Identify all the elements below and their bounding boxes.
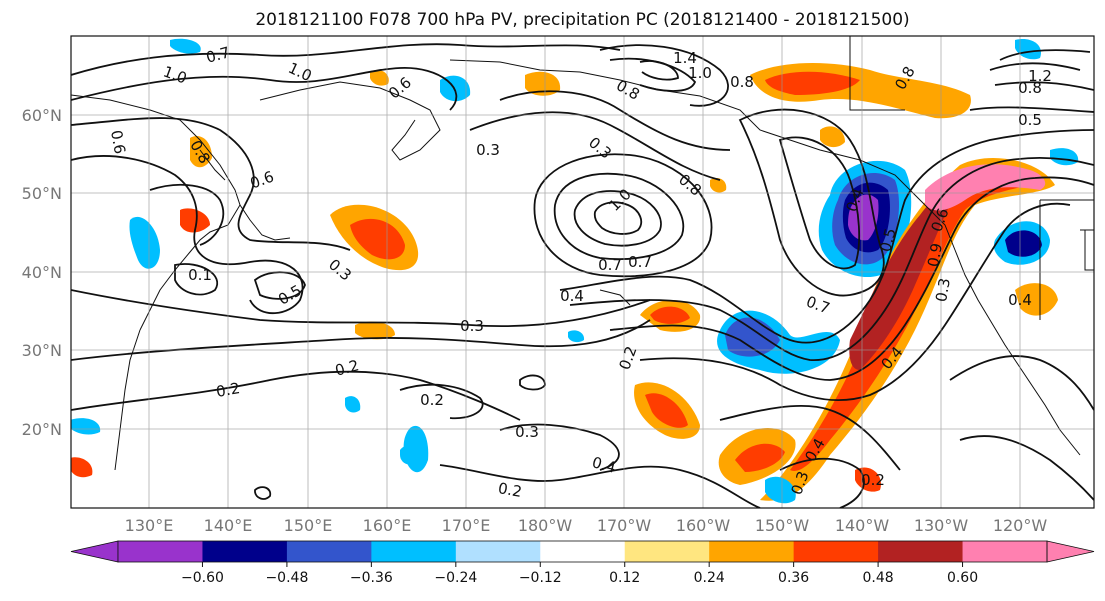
lat-label: 30°N	[22, 341, 62, 360]
contour-label: 0.5	[1018, 111, 1042, 129]
colorbar-tick-label: −0.24	[434, 570, 477, 586]
colorbar: −0.60 −0.48 −0.36 −0.24 −0.12 0.12 0.24 0.36 0.4…	[70, 540, 1095, 586]
colorbar-bin	[455, 541, 541, 562]
colorbar-extend-max	[1046, 540, 1095, 563]
lon-label: 170°E	[442, 516, 491, 535]
contour-label: 0.7	[204, 43, 232, 67]
lon-label: 160°W	[676, 516, 731, 535]
lon-label: 120°W	[993, 516, 1048, 535]
colorbar-bin	[286, 541, 372, 562]
colorbar-tick-label: 0.24	[694, 570, 725, 586]
contour-label: 0.6	[107, 129, 129, 156]
lon-label: 180°W	[518, 516, 573, 535]
contour-label: 0.5	[876, 226, 900, 254]
colorbar-extend-min	[70, 540, 119, 563]
colorbar-bin	[540, 541, 626, 562]
colorbar-tick-label: 0.60	[947, 570, 978, 586]
contour-label: 0.3	[515, 423, 539, 441]
contour-label: 0.9	[924, 242, 946, 269]
colorbar-tick-label: −0.36	[350, 570, 393, 586]
contour-label: 0.2	[333, 356, 361, 380]
contour-label: 0.3	[325, 255, 355, 284]
contour-labels: 0.71.0 1.00.60.60.6 0.80.10.50.30.3 0.31.41…	[107, 43, 1052, 501]
colorbar-bin	[202, 541, 288, 562]
latitude-labels: 60°N 50°N 40°N 30°N 20°N	[22, 106, 62, 439]
contour-label: 1.0	[605, 185, 635, 215]
lat-label: 60°N	[22, 106, 62, 125]
contour-label: 0.2	[420, 391, 444, 409]
contour-label: 0.4	[590, 453, 618, 477]
contour-label: 0.7	[598, 256, 622, 274]
contour-label: 0.2	[215, 379, 242, 401]
colorbar-tick-label: −0.12	[519, 570, 562, 586]
contour-label: 1.0	[688, 64, 712, 82]
colorbar-tick-label: −0.60	[181, 570, 224, 586]
contour-label: 0.3	[932, 277, 954, 304]
contour-label: 1.2	[1028, 67, 1052, 85]
colorbar-bin	[878, 541, 964, 562]
colorbar-tick-label: 0.12	[609, 570, 640, 586]
map-title: 2018121100 F078 700 hPa PV, precipitatio…	[255, 10, 910, 30]
coastlines	[71, 36, 1094, 471]
colorbar-tick-label: 0.36	[778, 570, 809, 586]
colorbar-bin	[962, 541, 1048, 562]
contour-label: 0.8	[730, 73, 754, 91]
colorbar-bin	[118, 541, 203, 562]
contour-label: 0.2	[497, 479, 524, 501]
colorbar-bin	[624, 541, 710, 562]
contour-label: 1.4	[673, 49, 697, 67]
map-frame	[70, 35, 1095, 509]
lon-label: 150°E	[284, 516, 333, 535]
lon-label: 170°W	[597, 516, 652, 535]
contour-label: 0.1	[188, 266, 212, 284]
contour-label: 0.4	[560, 287, 584, 305]
lat-label: 20°N	[22, 420, 62, 439]
contour-label: 0.3	[476, 141, 500, 159]
lon-label: 150°W	[755, 516, 810, 535]
lon-label: 140°E	[204, 516, 253, 535]
contour-label: 0.3	[585, 133, 615, 162]
colorbar-tick-label: 0.48	[863, 570, 894, 586]
contour-label: 0.8	[1018, 79, 1042, 97]
contour-label: 0.4	[1008, 291, 1032, 309]
colorbar-bin	[371, 541, 457, 562]
lon-label: 160°E	[363, 516, 412, 535]
lat-label: 40°N	[22, 263, 62, 282]
colorbar-bin	[709, 541, 795, 562]
longitude-labels: 130°E 140°E 150°E 160°E 170°E 180°W 170°…	[125, 516, 1048, 535]
contour-label: 0.2	[861, 471, 885, 489]
contour-label: 0.7	[628, 253, 652, 271]
colorbar-bin	[793, 541, 879, 562]
lon-label: 140°W	[835, 516, 890, 535]
colorbar-frame	[117, 540, 1048, 563]
lon-label: 130°W	[914, 516, 969, 535]
lat-label: 50°N	[22, 184, 62, 203]
graticule	[71, 36, 1094, 508]
contour-label: 0.6	[385, 73, 415, 102]
precip-fill-layer	[71, 38, 1079, 504]
colorbar-tick-label: −0.48	[265, 570, 308, 586]
contour-label: 0.3	[460, 317, 484, 335]
lon-label: 130°E	[125, 516, 174, 535]
